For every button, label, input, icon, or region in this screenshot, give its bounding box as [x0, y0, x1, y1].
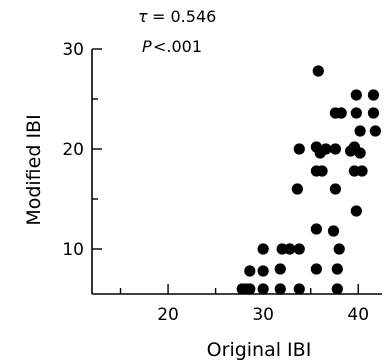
axis-ticks [92, 48, 359, 294]
p-value: <.001 [153, 37, 202, 56]
data-point [335, 107, 347, 119]
y-axis-label: Modified IBI [23, 114, 45, 225]
tau-value: = 0.546 [152, 7, 216, 26]
data-point [310, 223, 322, 235]
data-point [350, 107, 362, 119]
p-symbol: P [142, 37, 152, 56]
data-point [257, 265, 269, 277]
axis-tick-labels: 20 30 40 10 20 30 [62, 40, 369, 325]
data-point [331, 263, 343, 275]
data-point [244, 265, 256, 277]
data-point [356, 165, 368, 177]
data-point [312, 65, 324, 77]
data-point [350, 205, 362, 217]
data-points [236, 65, 381, 295]
data-point [316, 165, 328, 177]
data-point [310, 263, 322, 275]
y-tick-label: 30 [62, 40, 84, 60]
data-point [244, 283, 256, 295]
data-point [293, 243, 305, 255]
data-point [327, 225, 340, 237]
data-point [293, 143, 305, 155]
data-point [293, 283, 305, 295]
chart-annotations: τ = 0.546 P <.001 [138, 7, 216, 56]
data-point [284, 243, 296, 255]
data-point [331, 283, 343, 295]
x-tick-label: 40 [347, 305, 369, 325]
data-point [367, 89, 380, 101]
data-point [257, 283, 269, 295]
data-point [329, 183, 342, 195]
x-axis-label: Original IBI [207, 339, 312, 361]
y-tick-label: 20 [62, 140, 84, 160]
y-tick-label: 10 [62, 240, 84, 260]
axes [91, 49, 382, 295]
data-point [350, 89, 362, 101]
data-point [367, 107, 380, 119]
data-point [329, 143, 342, 155]
data-point [310, 141, 322, 153]
data-point [257, 243, 269, 255]
tau-symbol: τ [138, 7, 148, 26]
data-point [354, 147, 366, 159]
data-point [333, 243, 345, 255]
data-point [274, 263, 286, 275]
data-point [274, 283, 286, 295]
x-tick-label: 20 [157, 305, 179, 325]
x-tick-label: 30 [252, 305, 274, 325]
data-point [320, 143, 332, 155]
data-point [354, 125, 366, 137]
data-point [369, 125, 381, 137]
data-point [291, 183, 303, 195]
